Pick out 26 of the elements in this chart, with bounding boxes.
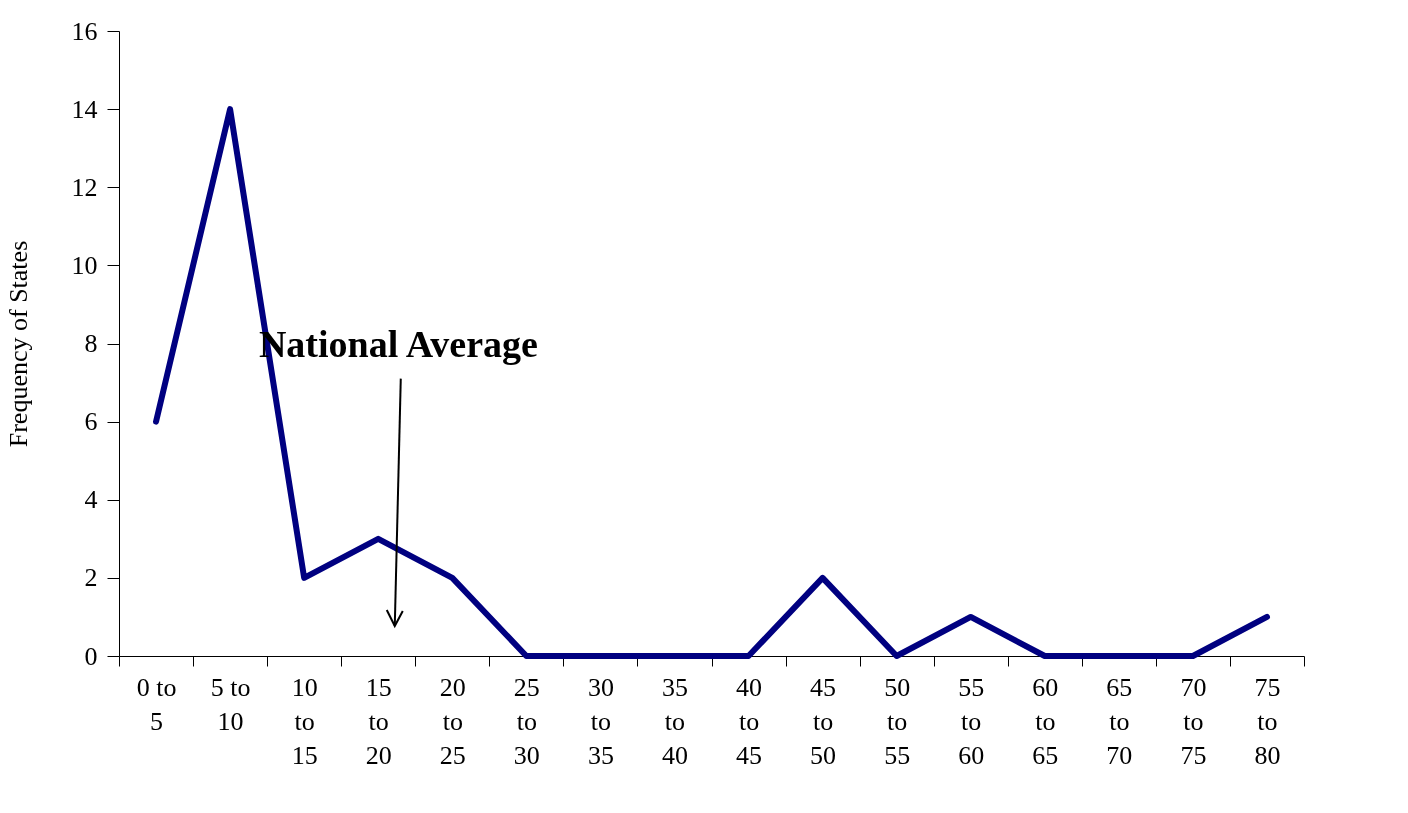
x-tick-label: 10 to 15	[291, 672, 318, 770]
x-tick-label: 30 to 35	[587, 672, 614, 770]
x-tick-label: 65 to 70	[1106, 672, 1133, 770]
y-tick-label: 8	[84, 329, 98, 358]
y-tick-label: 16	[71, 16, 98, 46]
x-tick-label: 15 to 20	[365, 672, 392, 770]
x-tick-label: 50 to 55	[884, 672, 911, 770]
x-tick-label: 75 to 80	[1254, 672, 1281, 770]
x-tick-label: 35 to 40	[661, 672, 688, 770]
x-tick-label: 5 to 10	[210, 672, 251, 736]
x-tick-label: 70 to 75	[1180, 672, 1207, 770]
y-tick-label: 2	[84, 563, 98, 593]
x-tick-label: 20 to 25	[439, 672, 466, 770]
x-tick-label: 55 to 60	[958, 672, 985, 770]
x-tick-label: 0 to 5	[136, 672, 177, 736]
y-tick-label: 0	[84, 641, 98, 671]
y-tick-label: 10	[71, 250, 98, 280]
y-axis-title: Frequency of States	[3, 240, 33, 448]
x-tick-label: 45 to 50	[810, 672, 837, 770]
y-tick-label: 12	[71, 172, 98, 202]
y-tick-label: 14	[71, 94, 98, 124]
x-tick-label: 40 to 45	[736, 672, 763, 770]
x-tick-label: 60 to 65	[1032, 672, 1059, 770]
y-tick-label: 4	[84, 485, 98, 515]
y-tick-label: 6	[84, 407, 98, 437]
x-tick-label: 25 to 30	[513, 672, 540, 770]
